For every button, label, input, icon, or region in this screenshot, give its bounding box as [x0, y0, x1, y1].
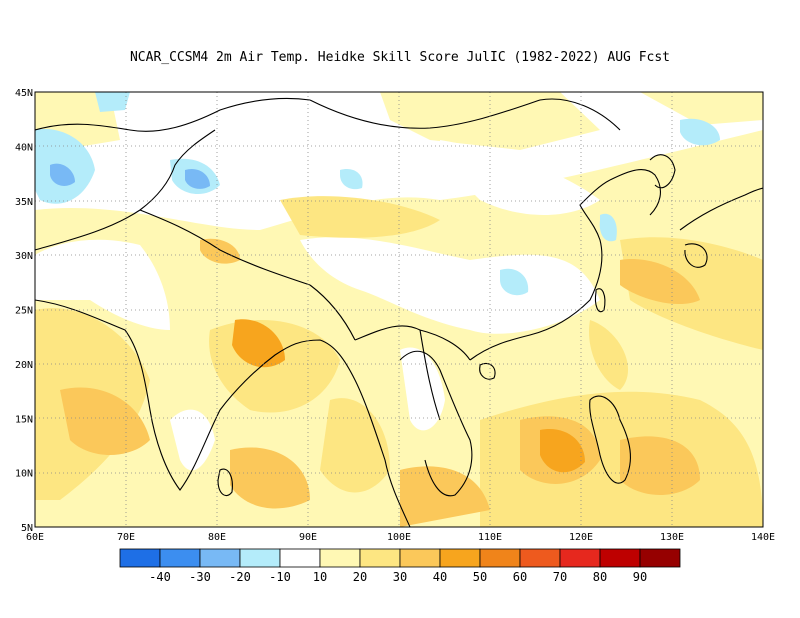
lat-tick-label: 30N — [15, 251, 33, 262]
colorbar-swatch — [519, 548, 561, 568]
lon-tick-label: 130E — [660, 532, 684, 543]
colorbar-swatch — [279, 548, 321, 568]
lon-tick-label: 60E — [26, 532, 44, 543]
colorbar-swatch — [599, 548, 641, 568]
colorbar-label: -30 — [189, 570, 211, 584]
colorbar-swatch — [239, 548, 281, 568]
colorbar-label: 30 — [393, 570, 407, 584]
colorbar-swatch — [559, 548, 601, 568]
lon-tick-label: 90E — [299, 532, 317, 543]
colorbar-swatch — [119, 548, 161, 568]
colorbar-label: 60 — [513, 570, 527, 584]
colorbar-label: -20 — [229, 570, 251, 584]
latitude-tick-labels: 5N 10N 15N 20N 25N 30N 35N 40N 45N — [15, 88, 33, 534]
lat-tick-label: 45N — [15, 88, 33, 99]
colorbar-label: 50 — [473, 570, 487, 584]
lon-tick-label: 100E — [387, 532, 411, 543]
colorbar-swatch — [159, 548, 201, 568]
coastlines-and-borders — [35, 97, 763, 527]
lon-tick-label: 120E — [569, 532, 593, 543]
skill-score-field — [35, 92, 763, 527]
longitude-tick-labels: 60E 70E 80E 90E 100E 110E 120E 130E 140E — [26, 532, 775, 543]
colorbar-label: 90 — [633, 570, 647, 584]
lat-tick-label: 40N — [15, 142, 33, 153]
colorbar-swatch — [319, 548, 361, 568]
map-title: NCAR_CCSM4 2m Air Temp. Heidke Skill Sco… — [129, 50, 671, 65]
lon-tick-label: 80E — [208, 532, 226, 543]
colorbar: -40 -30 -20 -10 10 20 30 40 50 60 70 80 90 — [119, 548, 681, 584]
lat-tick-label: 5N — [21, 523, 33, 534]
lon-tick-label: 70E — [117, 532, 135, 543]
colorbar-swatch — [639, 548, 681, 568]
map-frame — [34, 91, 764, 528]
colorbar-swatch — [199, 548, 241, 568]
lat-tick-label: 35N — [15, 197, 33, 208]
colorbar-swatch — [359, 548, 401, 568]
colorbar-label: 70 — [553, 570, 567, 584]
colorbar-label: 40 — [433, 570, 447, 584]
colorbar-label: -10 — [269, 570, 291, 584]
lat-tick-label: 25N — [15, 306, 33, 317]
colorbar-label: 10 — [313, 570, 327, 584]
lon-tick-label: 140E — [751, 532, 775, 543]
graticule — [35, 92, 763, 527]
lat-tick-label: 10N — [15, 469, 33, 480]
colorbar-swatch — [399, 548, 441, 568]
lat-tick-label: 15N — [15, 414, 33, 425]
lon-tick-label: 110E — [478, 532, 502, 543]
colorbar-label: 20 — [353, 570, 367, 584]
colorbar-label: 80 — [593, 570, 607, 584]
colorbar-swatch — [439, 548, 481, 568]
colorbar-swatch — [479, 548, 521, 568]
lat-tick-label: 20N — [15, 360, 33, 371]
colorbar-label: -40 — [149, 570, 171, 584]
